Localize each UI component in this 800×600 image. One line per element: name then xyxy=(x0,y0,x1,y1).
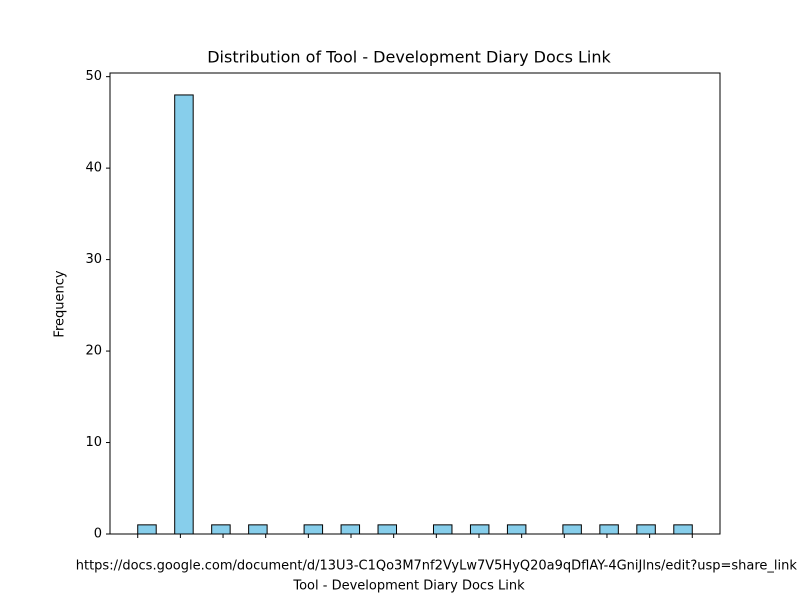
bar xyxy=(562,524,582,535)
y-tick-label: 20 xyxy=(85,344,102,359)
bar xyxy=(673,524,693,535)
bar xyxy=(506,524,527,535)
bar xyxy=(137,524,157,535)
bar xyxy=(248,524,268,535)
bar xyxy=(636,524,656,535)
y-tick-label: 30 xyxy=(85,252,102,267)
bar xyxy=(303,524,324,535)
x-axis-label: Tool - Development Diary Docs Link xyxy=(292,579,525,594)
bar xyxy=(469,524,490,535)
bar xyxy=(340,524,361,535)
bar xyxy=(377,524,398,535)
bar xyxy=(432,524,453,535)
y-tick-label: 40 xyxy=(85,161,102,176)
y-tick-label: 0 xyxy=(94,527,102,542)
y-axis-label: Frequency xyxy=(53,270,68,337)
plot-frame xyxy=(109,72,721,535)
y-tick-label: 50 xyxy=(85,69,102,84)
bar xyxy=(174,94,194,535)
chart-title: Distribution of Tool - Development Diary… xyxy=(207,48,611,67)
x-tick-label: https://docs.google.com/document/d/13U3-… xyxy=(76,559,798,574)
bar xyxy=(599,524,619,535)
y-tick-label: 10 xyxy=(85,435,102,450)
bar xyxy=(211,524,231,535)
